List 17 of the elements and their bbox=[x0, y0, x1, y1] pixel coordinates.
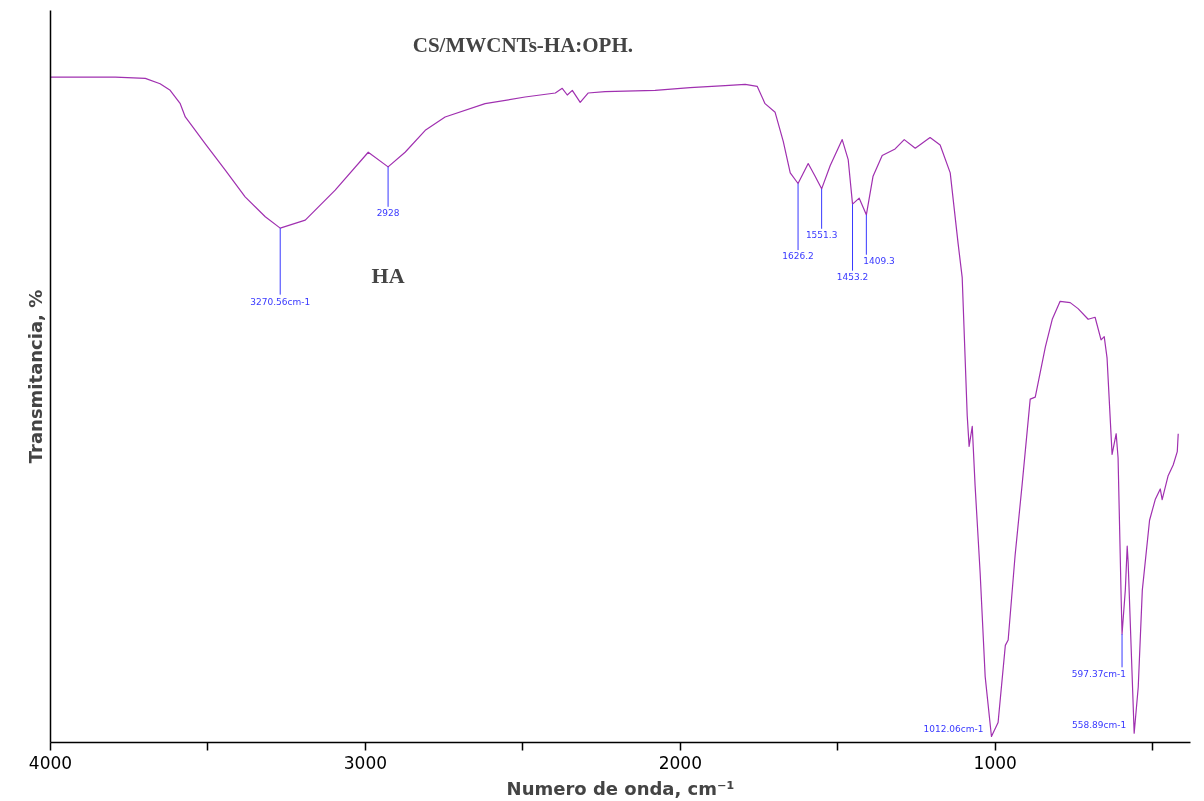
annotation: 597.37cm-1 bbox=[1071, 669, 1127, 680]
chart-title: CS/MWCNTs-HA:OPH. bbox=[412, 33, 634, 58]
x-tick-label: 1000 bbox=[973, 752, 1017, 773]
x-tick-label: 3000 bbox=[343, 752, 388, 773]
annotation: 1551.3 bbox=[805, 229, 838, 240]
x-tick-label: 2000 bbox=[658, 752, 702, 773]
annotation: 1453.2 bbox=[836, 271, 869, 282]
annotation: 1012.06cm-1 bbox=[923, 723, 984, 734]
annotation: 1409.3 bbox=[863, 255, 895, 266]
x-tick-label: 4000 bbox=[28, 752, 73, 773]
annotation: 3270.56cm-1 bbox=[250, 296, 311, 307]
annotation: 1626.2 bbox=[782, 251, 814, 262]
annotation: 558.89cm-1 bbox=[1071, 720, 1127, 731]
x-axis-title: Numero de onda, cm⁻¹ bbox=[506, 777, 735, 799]
annotation: HA bbox=[371, 263, 405, 289]
annotation: 2928 bbox=[376, 207, 400, 218]
y-axis-title: Transmitancia, % bbox=[24, 289, 46, 464]
